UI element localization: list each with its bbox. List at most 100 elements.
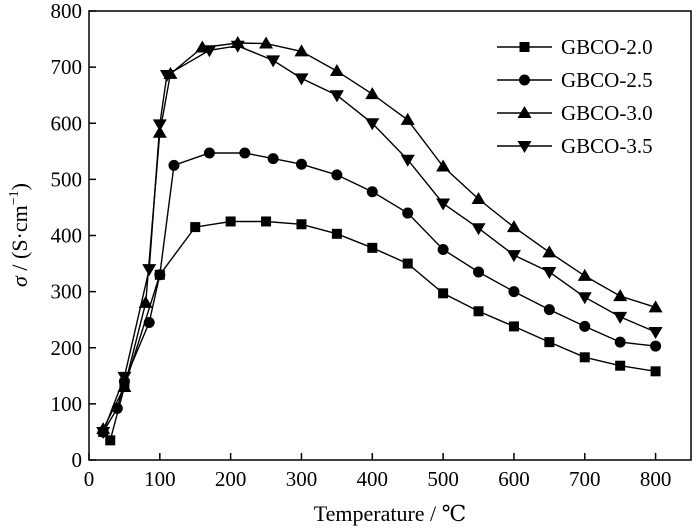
- y-axis-title-symbol: σ: [7, 275, 32, 287]
- data-point: [261, 216, 272, 227]
- data-point: [225, 216, 236, 227]
- data-point: [613, 289, 628, 302]
- x-tick-label: 700: [569, 467, 601, 491]
- y-axis-title: σ / (S·cm−1): [7, 183, 32, 287]
- data-point: [239, 147, 251, 159]
- x-tick-label: 600: [498, 467, 530, 491]
- legend-marker: [517, 106, 532, 118]
- data-point: [331, 169, 343, 181]
- data-point: [142, 264, 157, 277]
- y-tick-label: 200: [51, 336, 83, 360]
- data-point: [143, 316, 155, 328]
- data-point: [152, 119, 167, 132]
- y-tick-label: 800: [51, 0, 83, 23]
- x-tick-label: 400: [357, 467, 389, 491]
- data-point: [296, 219, 307, 230]
- y-axis-title-exponent: −1: [7, 190, 22, 205]
- x-tick-label: 500: [427, 467, 459, 491]
- data-point: [117, 371, 132, 384]
- data-point: [506, 220, 521, 233]
- legend-item: GBCO-2.0: [497, 35, 653, 59]
- legend-marker: [519, 42, 530, 52]
- data-point: [471, 192, 486, 205]
- legend-label: GBCO-2.5: [561, 68, 653, 92]
- y-axis-title-unit: / (S·cm: [7, 205, 32, 276]
- data-point: [473, 306, 484, 317]
- data-point: [542, 245, 557, 258]
- series-line: [102, 152, 656, 433]
- series-gbco-2.0: [98, 216, 661, 446]
- data-point: [329, 90, 344, 103]
- data-point: [267, 153, 279, 165]
- series-gbco-3.5: [96, 40, 663, 439]
- legend-marker: [517, 141, 532, 153]
- data-point: [168, 159, 180, 171]
- legend-label: GBCO-3.5: [561, 134, 653, 158]
- data-point: [650, 366, 661, 377]
- data-point: [437, 244, 449, 256]
- x-tick-label: 200: [215, 467, 247, 491]
- legend-label: GBCO-2.0: [561, 35, 653, 59]
- x-tick-label: 300: [286, 467, 318, 491]
- x-tick-label: 800: [640, 467, 672, 491]
- data-point: [331, 228, 342, 239]
- series-gbco-2.5: [97, 147, 662, 438]
- data-point: [471, 223, 486, 236]
- legend-item: GBCO-3.5: [497, 134, 653, 158]
- data-point: [329, 64, 344, 77]
- data-point: [614, 336, 626, 348]
- data-point: [438, 288, 449, 299]
- y-tick-label: 600: [51, 111, 83, 135]
- y-tick-label: 300: [51, 280, 83, 304]
- data-point: [96, 426, 111, 439]
- y-tick-label: 700: [51, 55, 83, 79]
- legend-label: GBCO-3.0: [561, 101, 653, 125]
- x-axis: 0 100 200 300 400 500 600 700 800: [84, 453, 672, 491]
- data-point: [294, 73, 309, 86]
- data-point: [400, 154, 415, 167]
- data-point: [159, 69, 174, 82]
- data-point: [543, 304, 555, 316]
- data-point: [366, 186, 378, 198]
- data-point: [542, 266, 557, 279]
- data-point: [648, 300, 663, 313]
- y-tick-label: 100: [51, 392, 83, 416]
- legend-marker: [519, 74, 530, 86]
- x-axis-title: Temperature / ℃: [314, 501, 467, 526]
- data-point: [400, 112, 415, 125]
- data-point: [266, 55, 281, 68]
- data-point: [615, 360, 626, 371]
- data-point: [506, 250, 521, 263]
- legend-item: GBCO-3.0: [497, 101, 653, 125]
- data-point: [579, 320, 591, 332]
- series-gbco-3.0: [96, 35, 663, 435]
- data-point: [190, 222, 201, 233]
- y-tick-label: 500: [51, 167, 83, 191]
- data-point: [117, 380, 132, 393]
- data-point: [105, 435, 116, 446]
- data-point: [203, 147, 215, 159]
- data-point: [230, 40, 245, 53]
- y-tick-label: 0: [72, 448, 83, 472]
- data-point: [577, 268, 592, 281]
- legend-item: GBCO-2.5: [497, 68, 653, 92]
- series-layer: [96, 35, 663, 446]
- legend: GBCO-2.0 GBCO-2.5 GBCO-3.0 GBCO-3.5: [497, 35, 653, 158]
- y-tick-label: 400: [51, 224, 83, 248]
- data-point: [577, 292, 592, 305]
- data-point: [544, 337, 555, 348]
- y-axis: 0 100 200 300 400 500 600 700 800: [51, 0, 96, 472]
- y-axis-title-close: ): [7, 183, 32, 190]
- data-point: [508, 321, 519, 332]
- data-point: [648, 327, 663, 340]
- data-point: [579, 352, 590, 363]
- data-point: [402, 207, 414, 219]
- data-point: [202, 45, 217, 58]
- data-point: [365, 118, 380, 131]
- data-point: [650, 340, 662, 352]
- data-point: [367, 242, 378, 253]
- data-point: [402, 258, 413, 269]
- series-line: [102, 220, 656, 442]
- data-point: [365, 87, 380, 100]
